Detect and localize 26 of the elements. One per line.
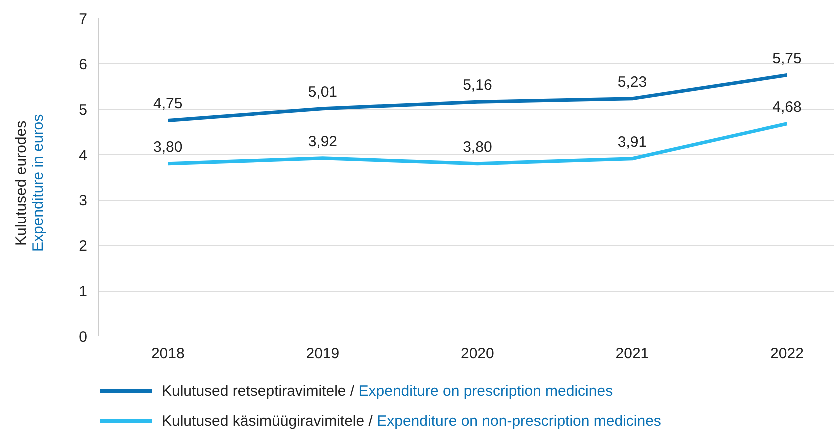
data-label: 4,68 [772, 98, 802, 116]
y-tick-label: 3 [79, 192, 88, 210]
x-tick-label: 2018 [151, 346, 185, 362]
x-tick-label: 2022 [770, 346, 804, 362]
data-label: 3,80 [154, 138, 183, 156]
y-tick-label: 0 [79, 329, 88, 346]
x-tick-label: 2021 [616, 346, 650, 362]
y-tick-label: 5 [79, 102, 88, 119]
data-label: 4,75 [154, 96, 183, 113]
data-label: 5,01 [308, 84, 338, 101]
data-label: 5,75 [772, 50, 802, 68]
y-tick-label: 2 [79, 238, 88, 256]
data-label: 3,92 [308, 133, 338, 150]
data-label: 5,16 [463, 77, 492, 94]
x-tick-label: 2019 [306, 346, 340, 362]
data-label: 5,23 [618, 74, 648, 91]
legend-label: Kulutused käsimüügiravimitele / Expenditure on non-prescription medicines [162, 412, 662, 430]
data-label: 3,91 [618, 134, 648, 151]
y-tick-label: 4 [79, 147, 88, 164]
x-tick-label: 2020 [461, 346, 494, 362]
legend-label: Kulutused retseptiravimitele / Expenditure on prescription medicines [162, 382, 614, 400]
y-tick-label: 1 [79, 284, 88, 301]
data-label: 3,80 [463, 138, 492, 156]
y-tick-label: 6 [79, 56, 88, 74]
y-axis-title: Kulutused eurodes Expenditure in euros [13, 113, 47, 254]
y-tick-label: 7 [79, 11, 88, 28]
